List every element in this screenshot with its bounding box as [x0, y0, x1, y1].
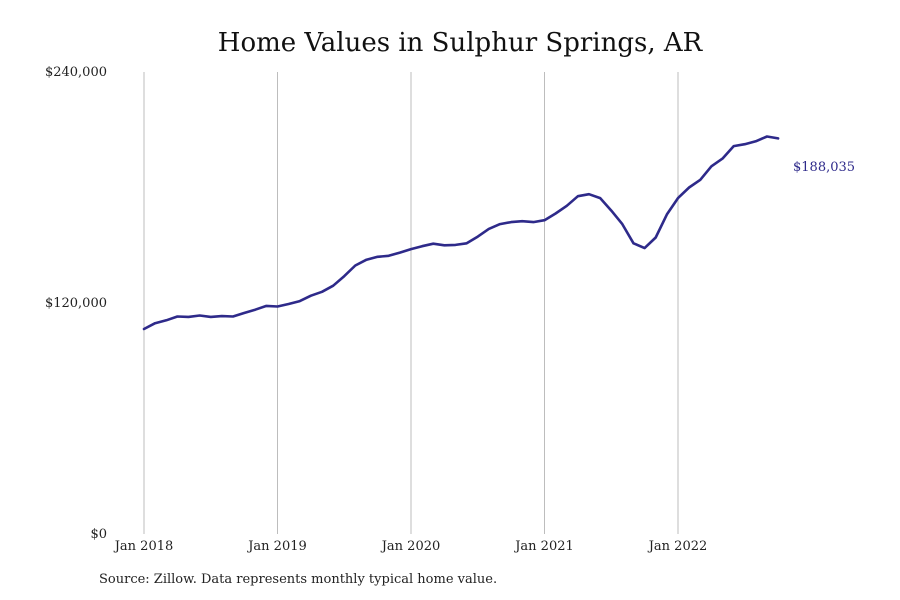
y-tick-label: $0: [90, 527, 107, 542]
end-value-label: $188,035: [793, 160, 855, 175]
y-tick-label: $240,000: [45, 65, 107, 80]
x-tick-label: Jan 2022: [647, 539, 708, 554]
chart-title: Home Values in Sulphur Springs, AR: [218, 28, 704, 58]
x-tick-label: Jan 2021: [513, 539, 574, 554]
x-axis-ticks: Jan 2018 Jan 2019 Jan 2020 Jan 2021 Jan 2022: [113, 539, 708, 554]
source-note: Source: Zillow. Data represents monthly …: [99, 572, 498, 587]
y-tick-label: $120,000: [45, 296, 107, 311]
x-tick-label: Jan 2018: [113, 539, 174, 554]
gridlines: [143, 72, 679, 534]
x-tick-label: Jan 2020: [380, 539, 441, 554]
series-line-home-values: [142, 135, 780, 331]
x-tick-label: Jan 2019: [246, 539, 307, 554]
y-axis-ticks: $0 $120,000 $240,000: [45, 65, 107, 542]
